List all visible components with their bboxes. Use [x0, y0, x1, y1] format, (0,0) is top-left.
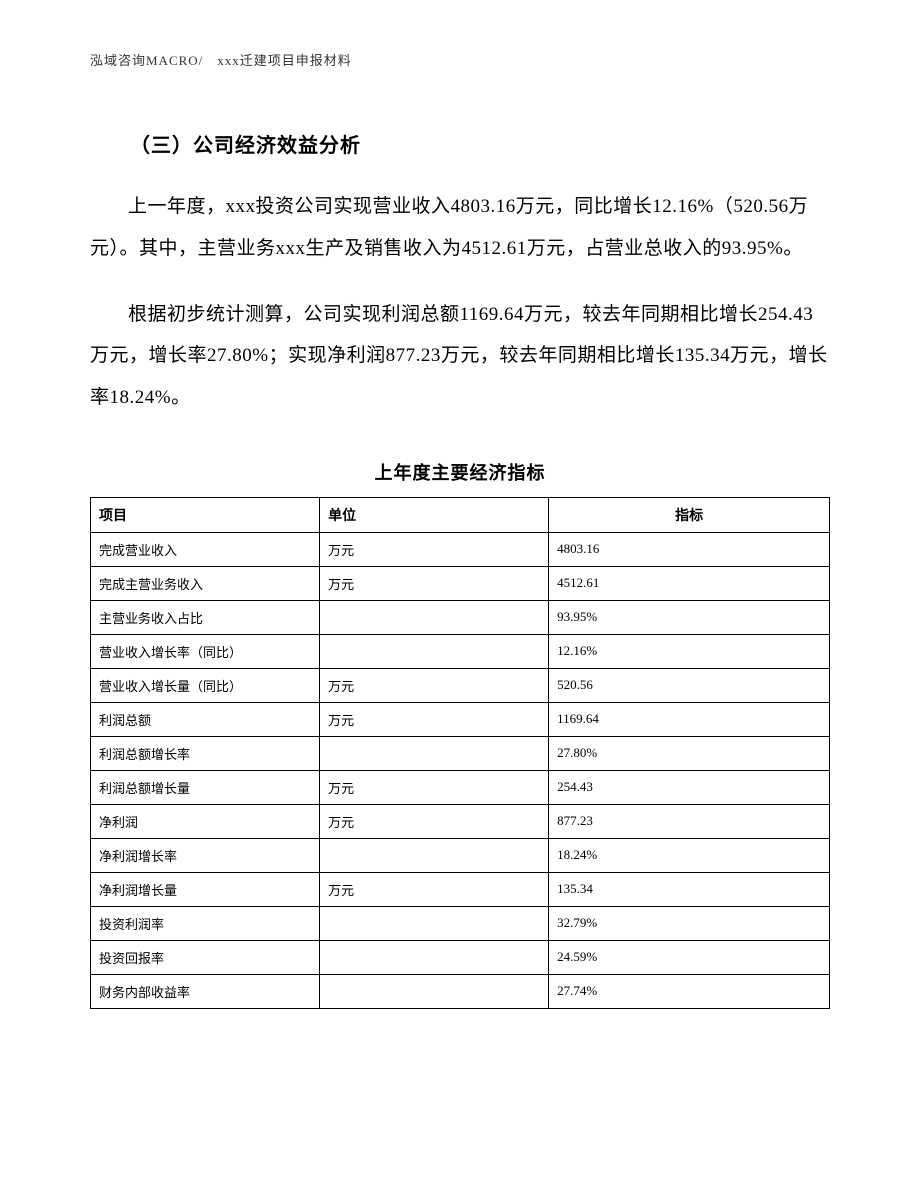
table-cell: 利润总额增长量 — [91, 770, 320, 804]
table-cell: 254.43 — [549, 770, 830, 804]
table-row: 财务内部收益率 27.74% — [91, 974, 830, 1008]
table-cell — [320, 940, 549, 974]
table-cell — [320, 634, 549, 668]
paragraph-2: 根据初步统计测算，公司实现利润总额1169.64万元，较去年同期相比增长254.… — [90, 294, 830, 419]
table-cell: 利润总额增长率 — [91, 736, 320, 770]
table-row: 投资利润率 32.79% — [91, 906, 830, 940]
section-title: （三）公司经济效益分析 — [90, 129, 830, 158]
table-cell: 营业收入增长率（同比） — [91, 634, 320, 668]
table-row: 完成营业收入 万元 4803.16 — [91, 532, 830, 566]
table-header-unit: 单位 — [320, 497, 549, 532]
table-cell: 32.79% — [549, 906, 830, 940]
table-header-project: 项目 — [91, 497, 320, 532]
table-row: 主营业务收入占比 93.95% — [91, 600, 830, 634]
paragraph-block-1: 上一年度，xxx投资公司实现营业收入4803.16万元，同比增长12.16%（5… — [90, 186, 830, 270]
table-row: 完成主营业务收入 万元 4512.61 — [91, 566, 830, 600]
table-row: 利润总额增长量 万元 254.43 — [91, 770, 830, 804]
table-row: 营业收入增长量（同比） 万元 520.56 — [91, 668, 830, 702]
table-cell: 135.34 — [549, 872, 830, 906]
table-row: 净利润增长量 万元 135.34 — [91, 872, 830, 906]
table-cell: 营业收入增长量（同比） — [91, 668, 320, 702]
table-cell: 877.23 — [549, 804, 830, 838]
table-cell: 万元 — [320, 804, 549, 838]
table-cell: 利润总额 — [91, 702, 320, 736]
paragraph-block-2: 根据初步统计测算，公司实现利润总额1169.64万元，较去年同期相比增长254.… — [90, 294, 830, 419]
table-cell — [320, 736, 549, 770]
table-cell: 1169.64 — [549, 702, 830, 736]
table-cell — [320, 838, 549, 872]
table-cell: 万元 — [320, 566, 549, 600]
table-cell: 520.56 — [549, 668, 830, 702]
economic-indicators-table: 项目 单位 指标 完成营业收入 万元 4803.16 完成主营业务收入 万元 4… — [90, 497, 830, 1009]
table-cell: 万元 — [320, 532, 549, 566]
table-cell — [320, 600, 549, 634]
table-row: 净利润增长率 18.24% — [91, 838, 830, 872]
table-cell: 4803.16 — [549, 532, 830, 566]
table-cell: 12.16% — [549, 634, 830, 668]
table-cell: 主营业务收入占比 — [91, 600, 320, 634]
table-header-indicator: 指标 — [549, 497, 830, 532]
table-cell: 净利润 — [91, 804, 320, 838]
table-cell: 净利润增长量 — [91, 872, 320, 906]
table-row: 投资回报率 24.59% — [91, 940, 830, 974]
table-row: 营业收入增长率（同比） 12.16% — [91, 634, 830, 668]
table-cell: 18.24% — [549, 838, 830, 872]
table-cell: 万元 — [320, 872, 549, 906]
table-row: 利润总额增长率 27.80% — [91, 736, 830, 770]
table-cell — [320, 974, 549, 1008]
table-cell: 万元 — [320, 702, 549, 736]
table-cell: 净利润增长率 — [91, 838, 320, 872]
table-cell: 27.74% — [549, 974, 830, 1008]
table-row: 利润总额 万元 1169.64 — [91, 702, 830, 736]
table-cell: 完成营业收入 — [91, 532, 320, 566]
table-cell: 27.80% — [549, 736, 830, 770]
table-cell: 万元 — [320, 668, 549, 702]
table-cell: 完成主营业务收入 — [91, 566, 320, 600]
table-row: 净利润 万元 877.23 — [91, 804, 830, 838]
table-title: 上年度主要经济指标 — [90, 459, 830, 485]
table-cell — [320, 906, 549, 940]
table-header-row: 项目 单位 指标 — [91, 497, 830, 532]
table-cell: 93.95% — [549, 600, 830, 634]
table-cell: 财务内部收益率 — [91, 974, 320, 1008]
table-cell: 4512.61 — [549, 566, 830, 600]
table-cell: 投资利润率 — [91, 906, 320, 940]
page-header: 泓域咨询MACRO/ xxx迁建项目申报材料 — [90, 50, 830, 69]
table-cell: 万元 — [320, 770, 549, 804]
table-cell: 投资回报率 — [91, 940, 320, 974]
table-cell: 24.59% — [549, 940, 830, 974]
paragraph-1: 上一年度，xxx投资公司实现营业收入4803.16万元，同比增长12.16%（5… — [90, 186, 830, 270]
